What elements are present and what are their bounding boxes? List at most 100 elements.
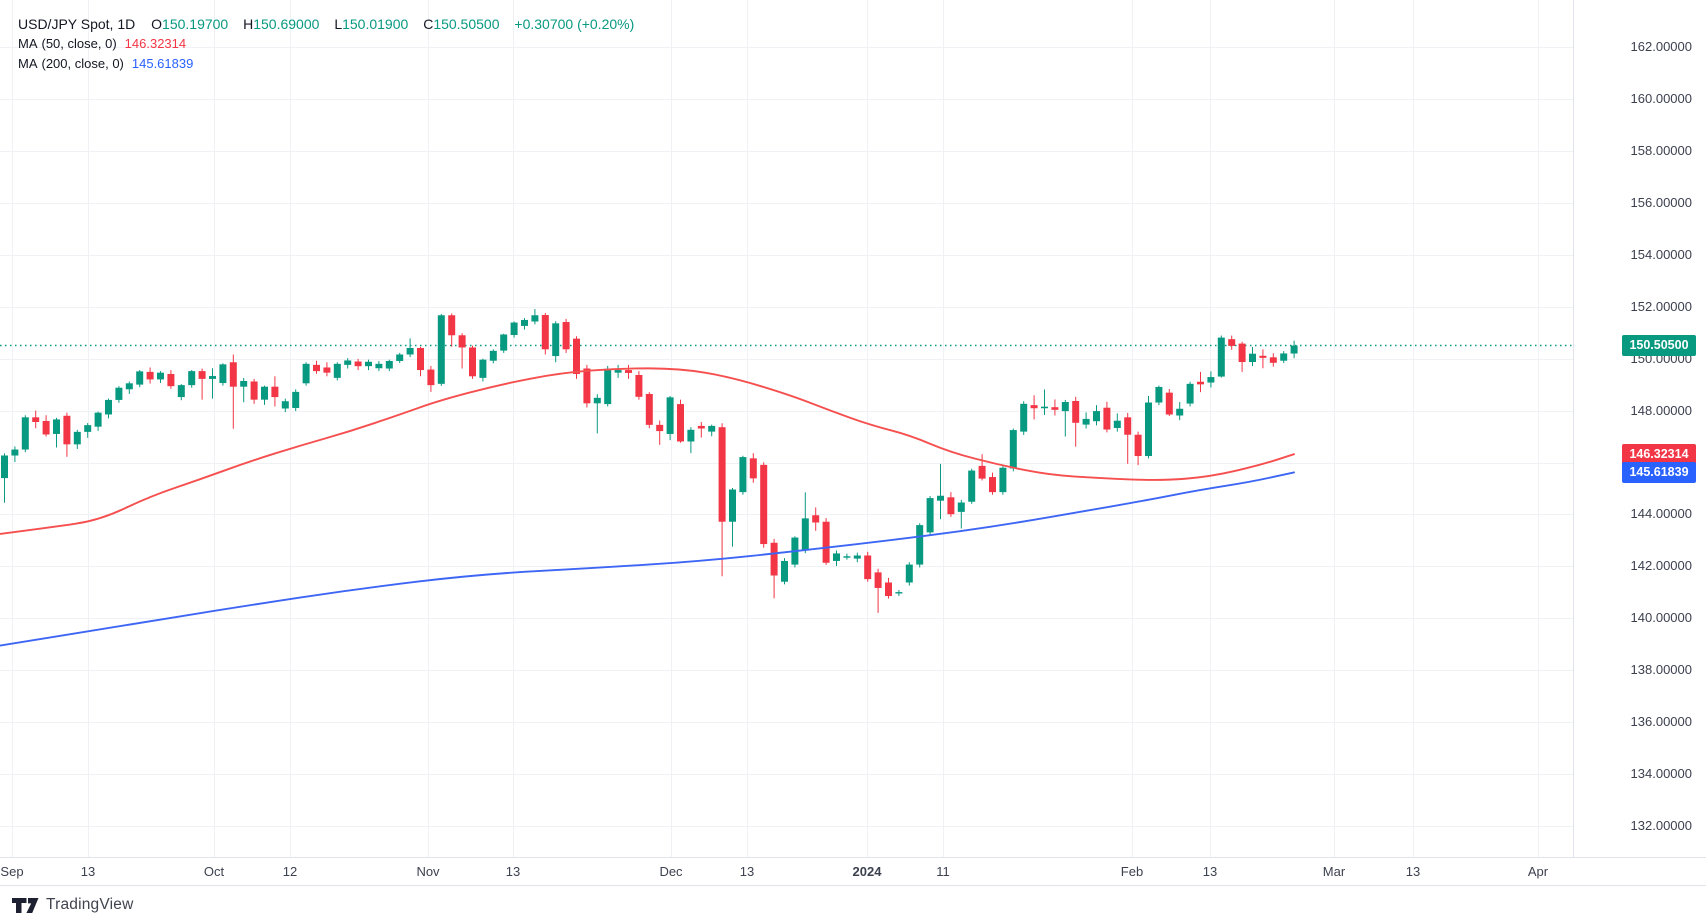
ma200-name: MA [18,56,38,71]
tradingview-logo-text: TradingView [46,896,134,913]
candle [531,309,539,325]
candle [874,568,882,613]
price-tick-label: 144.00000 [1630,506,1692,522]
candle [354,358,362,371]
open-value: 150.19700 [162,16,229,32]
ma200-line [0,471,1295,647]
time-axis-label: 13 [80,864,96,879]
symbol-title[interactable]: USD/JPY Spot, 1D [18,16,136,32]
candle [1082,412,1090,429]
time-axis-label: Dec [659,864,683,879]
candle [677,399,684,443]
candle [1228,335,1236,350]
candle [947,492,955,517]
ohlc-close: C150.50500 [423,16,499,32]
footer: TradingView [12,893,134,917]
price-tick-label: 152.00000 [1630,298,1692,314]
candle [1176,402,1184,421]
ma200-legend-row[interactable]: MA (200, close, 0) 145.61839 [18,54,634,74]
candle [479,358,487,382]
time-axis-label: 12 [282,864,298,879]
candle [11,446,19,463]
candle [1009,428,1017,472]
time-axis-label: Apr [1527,864,1549,879]
candle [1124,412,1132,464]
candle [926,496,934,535]
ma50-legend-row[interactable]: MA (50, close, 0) 146.32314 [18,34,634,54]
candle [489,349,497,364]
ohlc-high: H150.69000 [243,16,319,32]
ma200-value: 145.61839 [131,56,194,71]
candle [1145,396,1152,459]
tradingview-logo-icon[interactable] [12,897,39,914]
time-axis-label: Feb [1120,864,1144,879]
candle [604,365,612,407]
candle [541,312,549,355]
candle [281,398,289,413]
candle [666,396,674,441]
candle [105,398,112,419]
candle [177,384,185,401]
time-axis-label: 13 [505,864,521,879]
price-tick-label: 148.00000 [1630,402,1692,418]
candle [853,552,861,563]
candle [937,463,944,520]
price-tick-label: 160.00000 [1630,90,1692,106]
candle [895,590,903,597]
candle [458,333,466,369]
axis-borders [0,0,1706,886]
last-price-badge: 150.50500 [1622,335,1696,357]
change-value: +0.30700 (+0.20%) [514,16,635,32]
candle [905,562,913,586]
candle [1238,341,1246,372]
ma50-value: 146.32314 [124,36,187,51]
candle [313,360,320,374]
candle [749,453,757,483]
candle [188,370,196,388]
candle [198,368,206,400]
candle [614,364,622,378]
candle [240,377,248,403]
price-tick-label: 134.00000 [1630,766,1692,782]
candle [583,364,591,408]
time-axis-label: Nov [416,864,440,879]
candle [1061,399,1069,437]
candle [812,507,820,531]
high-value: 150.69000 [253,16,320,32]
price-tick-label: 162.00000 [1630,39,1692,54]
price-axis[interactable]: 162.00000 160.00000 158.00000 156.00000 154.… [1573,0,1706,857]
low-label: L [334,16,343,32]
candle [437,313,445,386]
price-tick-label: 158.00000 [1630,142,1692,158]
candle [1134,431,1142,466]
candle [625,364,632,379]
candle [1207,371,1215,388]
candle [157,371,164,384]
candle [417,346,424,377]
candle [833,550,840,567]
candle [1217,335,1225,378]
candle [209,368,216,399]
candle [635,371,643,400]
candle [521,318,528,330]
candle [781,558,788,585]
time-axis[interactable]: Sep 13 Oct 12 Nov 13 Dec 13 2024 11 Feb 13 Mar 13 Apr [0,858,1706,885]
ma50-price-badge: 146.32314 [1622,443,1696,465]
candle [1165,389,1173,417]
candle [84,423,92,438]
candle [63,412,71,457]
candle [1020,401,1028,435]
candle [645,392,653,429]
candle [885,577,892,599]
candle [729,487,736,547]
candle [250,378,258,404]
candle [94,411,102,431]
candle [1072,396,1080,447]
candle [739,455,747,495]
time-axis-label: Sep [0,864,24,879]
candle [375,360,383,372]
price-tick-label: 154.00000 [1630,246,1692,262]
candle [999,466,1007,495]
